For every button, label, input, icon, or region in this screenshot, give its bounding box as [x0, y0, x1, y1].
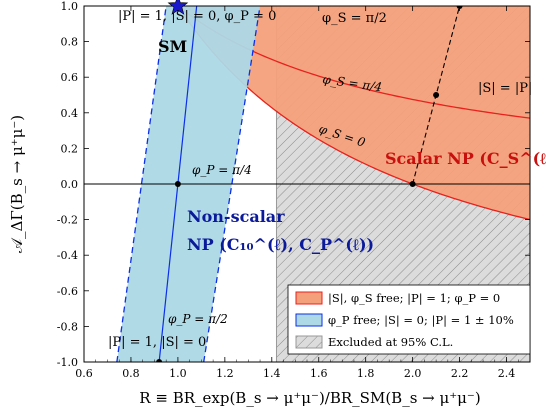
axes: 0.6 0.8 1.0 1.2 1.4 1.6 1.8 2.0 2.2 2.4 -1.0 -0.8 -0…	[57, 0, 531, 380]
y-tick-label-4: -0.2	[57, 214, 78, 227]
y-tick-label-2: -0.6	[57, 285, 78, 298]
nonscalar-label-line1: Non-scalar	[187, 207, 285, 226]
legend-swatch-scalar	[295, 291, 323, 305]
y-tick-label-9: 0.8	[61, 36, 79, 49]
scalar-np-label: Scalar NP (C_S^(ℓ))	[385, 149, 546, 168]
annotation-top: |P| = 1, |S| = 0, φ_P = 0	[118, 9, 276, 24]
sm-label: SM	[158, 37, 187, 56]
x-tick-label-5: 1.6	[310, 367, 328, 380]
annotation-s-equals-p: |S| = |P|	[478, 81, 532, 96]
legend-swatch-excluded	[295, 335, 323, 349]
y-tick-label-6: 0.2	[61, 142, 79, 155]
legend-label-nonscalar: φ_P free; |S| = 0; |P| = 1 ± 10%	[328, 313, 514, 328]
x-tick-label-4: 1.4	[263, 367, 281, 380]
x-tick-label-7: 2.0	[404, 367, 422, 380]
x-tick-label-9: 2.4	[498, 367, 516, 380]
nonscalar-label-line2: NP (C₁₀^(ℓ), C_P^(ℓ))	[187, 235, 374, 254]
sm-star-marker	[167, 0, 189, 15]
x-axis-label: R ≡ BR_exp(B_s → μ⁺μ⁻)/BR_SM(B_s → μ⁺μ⁻)	[139, 389, 480, 407]
scalar-np-region	[177, 6, 530, 220]
y-tick-label-8: 0.6	[61, 71, 79, 84]
annotation-bottom: |P| = 1, |S| = 0	[108, 335, 206, 350]
x-tick-label-2: 1.0	[169, 367, 187, 380]
y-tick-label-7: 0.4	[61, 107, 79, 120]
x-tick-label-3: 1.2	[216, 367, 234, 380]
legend-box	[287, 284, 531, 355]
marked-point-1	[156, 359, 163, 362]
y-tick-label-3: -0.4	[57, 249, 78, 262]
annotation-phi-p-half: φ_P = π/2	[168, 312, 228, 326]
legend-label-scalar: |S|, φ_S free; |P| = 1; φ_P = 0	[328, 291, 500, 306]
annotation-phi-p-quarter: φ_P = π/4	[192, 163, 252, 177]
y-tick-label-5: 0.0	[61, 178, 79, 191]
marked-point-2	[409, 181, 416, 187]
x-tick-label-0: 0.6	[75, 367, 93, 380]
y-tick-label-0: -1.0	[57, 356, 78, 369]
legend-swatch-nonscalar	[295, 313, 323, 327]
legend-label-excluded: Excluded at 95% C.L.	[328, 335, 453, 349]
y-tick-label-1: -0.8	[57, 320, 78, 333]
x-tick-label-6: 1.8	[357, 367, 375, 380]
marked-point-0	[174, 181, 181, 187]
annotation-phi-s-half: φ_S = π/2	[322, 11, 387, 26]
y-tick-label-10: 1.0	[61, 0, 79, 13]
legend: |S|, φ_S free; |P| = 1; φ_P = 0 φ_P free…	[287, 284, 531, 355]
x-tick-label-8: 2.2	[451, 367, 469, 380]
marked-point-3	[433, 92, 440, 98]
y-axis-label: 𝒜_ΔΓ(B_s → μ⁺μ⁻)	[8, 115, 26, 253]
x-tick-label-1: 0.8	[122, 367, 140, 380]
